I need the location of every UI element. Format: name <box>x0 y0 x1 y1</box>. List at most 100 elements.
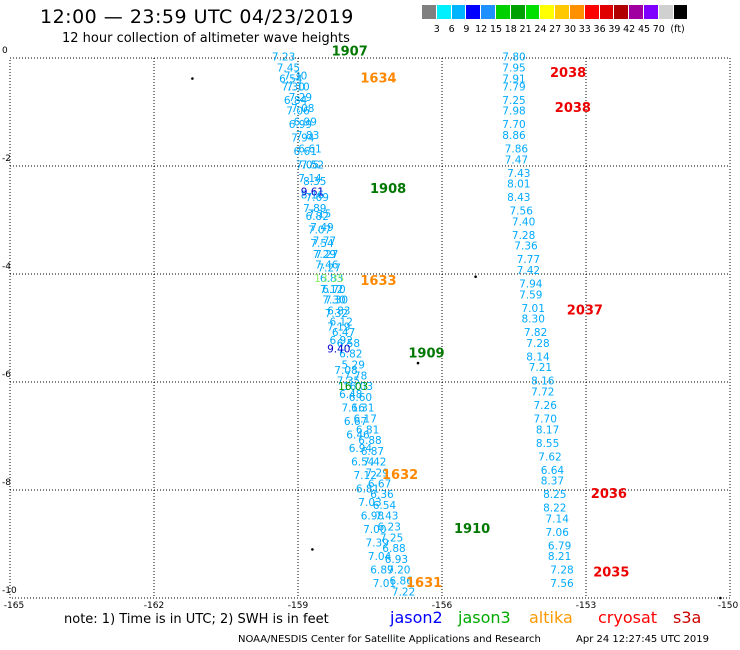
wave-height-reading: 7.25 <box>380 532 403 544</box>
highlight-reading: 13.35 <box>314 273 344 285</box>
island-mark <box>474 275 477 279</box>
wave-height-reading: 6.82 <box>339 349 362 361</box>
legend-label: 24 <box>534 24 547 35</box>
pass-time-label: 1907 <box>332 44 368 59</box>
wave-height-reading: 7.49 <box>310 222 333 234</box>
wave-height-reading: 7.40 <box>512 216 535 228</box>
pass-time-label: 1633 <box>360 274 396 289</box>
legend-label: 6 <box>448 24 455 35</box>
wave-height-reading: 6.61 <box>294 146 317 158</box>
wave-height-reading: 7.89 <box>303 203 326 215</box>
wave-height-reading: 7.01 <box>373 578 396 590</box>
x-tick-label: -150 <box>717 601 739 611</box>
legend-label: 15 <box>489 24 503 35</box>
wave-height-reading: 7.08 <box>334 365 357 377</box>
wave-height-reading: 6.36 <box>370 489 394 501</box>
legend-swatch <box>525 5 541 19</box>
legend-swatch <box>644 5 659 19</box>
wave-height-reading: 6.23 <box>378 522 401 534</box>
pass-time-label: 1634 <box>360 71 396 86</box>
wave-height-reading: 7.03 <box>358 497 381 509</box>
wave-height-reading: 7.07 <box>308 225 331 237</box>
wave-height-reading: 7.42 <box>363 457 386 469</box>
wave-height-reading: 6.67 <box>344 416 367 428</box>
wave-height-reading: 7.30 <box>284 71 307 83</box>
legend-swatch <box>422 5 437 19</box>
wave-height-reading: 6.81 <box>356 484 379 496</box>
pass-time-label: 2037 <box>567 304 603 319</box>
y-tick-label: -10 <box>2 586 17 596</box>
wave-height-reading: 7.91 <box>502 73 525 85</box>
legend-label: 3 <box>433 24 440 35</box>
wave-height-reading: 7.28 <box>512 230 535 242</box>
legend-swatch <box>614 5 630 19</box>
wave-height-reading: 7.94 <box>519 279 543 291</box>
wave-height-reading: 7.26 <box>534 400 558 412</box>
wave-height-reading: 6.79 <box>548 540 571 552</box>
wave-height-reading: 8.22 <box>543 503 566 515</box>
wave-height-reading: 7.30 <box>282 81 305 93</box>
wave-height-reading: 7.21 <box>529 362 552 374</box>
wave-height-reading: 7.56 <box>510 206 534 218</box>
highlight-reading: 9.40 <box>327 343 350 355</box>
wave-height-reading: 8.86 <box>502 130 526 142</box>
wave-height-reading: 7.00 <box>363 524 386 536</box>
wave-height-reading: 7.47 <box>505 154 528 166</box>
wave-height-reading: 7.14 <box>546 513 570 525</box>
generation-timestamp: Apr 24 12:27:45 UTC 2019 <box>576 634 709 645</box>
wave-height-reading: 7.06 <box>286 106 310 118</box>
y-tick-label: -4 <box>2 262 11 272</box>
wave-height-reading: 7.19 <box>327 322 350 334</box>
pass-time-label: 1632 <box>382 468 418 483</box>
wave-height-reading: 8.43 <box>507 192 530 204</box>
wave-height-reading: 7.12 <box>354 470 377 482</box>
wave-height-reading: 7.54 <box>310 238 334 250</box>
y-tick-label: -8 <box>2 478 11 488</box>
wave-height-reading: 6.31 <box>351 403 374 415</box>
wave-height-reading: 6.58 <box>337 338 360 350</box>
legend-label: 70 <box>652 24 665 35</box>
wave-height-reading: 8.55 <box>536 438 559 450</box>
wave-height-reading: 7.29 <box>289 92 312 104</box>
legend-label: 27 <box>549 24 562 35</box>
wave-height-reading: 7.79 <box>502 81 525 93</box>
chart-subtitle: 12 hour collection of altimeter wave hei… <box>62 31 350 46</box>
wave-height-reading: 7.14 <box>298 173 322 185</box>
wave-height-reading: 7.15 <box>308 208 331 220</box>
map-frame <box>9 57 731 599</box>
wave-height-reading: 7.22 <box>392 586 415 598</box>
satellite-name: cryosat <box>598 608 658 627</box>
wave-height-reading: 7.46 <box>315 260 339 272</box>
wave-height-reading: 6.82 <box>306 211 329 223</box>
legend-swatch <box>555 5 570 19</box>
legend-swatch <box>570 5 585 19</box>
wave-height-reading: 8.30 <box>522 314 545 326</box>
wave-height-reading: 7.43 <box>507 168 530 180</box>
pass-time-label: 1631 <box>406 576 442 591</box>
wave-height-reading: 6.93 <box>385 554 408 566</box>
wave-height-reading: 7.12 <box>320 284 343 296</box>
legend-label: 12 <box>475 24 488 35</box>
wave-height-reading: 8.14 <box>526 351 550 363</box>
legend-label: 30 <box>563 24 577 35</box>
legend-swatch <box>510 5 526 19</box>
wave-height-reading: 6.98 <box>361 511 384 523</box>
legend-label: 33 <box>578 24 591 35</box>
wave-height-reading: 7.29 <box>366 468 389 480</box>
pass-time-label: 1909 <box>408 347 444 362</box>
y-tick-label: -6 <box>2 370 11 380</box>
wave-height-reading: 6.12 <box>330 316 353 328</box>
wave-height-reading: 6.88 <box>358 435 381 447</box>
wave-height-reading: 7.43 <box>375 511 398 523</box>
wave-height-reading: 6.54 <box>279 73 303 85</box>
wave-height-reading: 7.80 <box>502 52 525 64</box>
legend-swatch <box>540 5 556 19</box>
legend-swatch <box>436 5 452 19</box>
wave-height-reading: 7.08 <box>291 103 314 115</box>
wave-height-reading: 8.25 <box>543 489 566 501</box>
wave-height-reading: 6.89 <box>370 565 393 577</box>
wave-height-reading: 6.61 <box>298 144 321 156</box>
x-tick-label: -156 <box>431 601 453 611</box>
legend-label: 36 <box>593 24 606 35</box>
island-mark <box>311 548 314 551</box>
